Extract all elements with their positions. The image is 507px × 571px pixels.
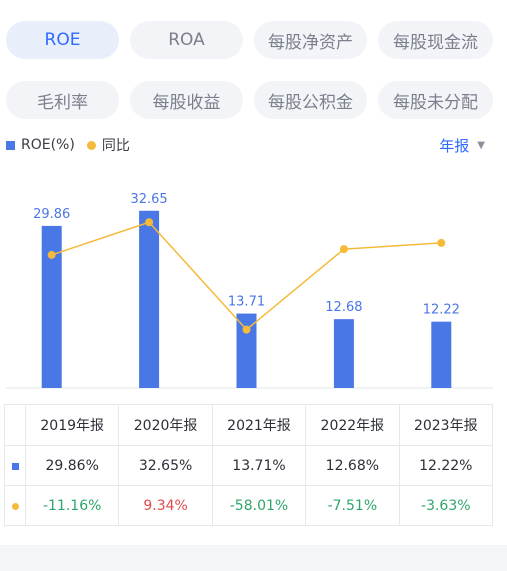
tab-gross-margin[interactable]: 毛利率 xyxy=(6,81,119,119)
table-cell-roe: 13.71% xyxy=(211,445,307,486)
table-header-2022: 2022年报 xyxy=(305,404,400,446)
table-row-roe: 29.86% 32.65% 13.71% 12.68% 12.22% xyxy=(4,445,494,486)
roe-bar xyxy=(333,319,354,388)
table-cell-roe: 12.22% xyxy=(398,445,494,486)
yoy-point xyxy=(145,218,154,227)
table-header-2021: 2021年报 xyxy=(211,404,307,446)
bar-data-label: 12.68 xyxy=(325,300,362,315)
bar-data-label: 29.86 xyxy=(33,207,70,222)
tab-eps[interactable]: 每股收益 xyxy=(130,81,243,119)
table-cell-roe: 32.65% xyxy=(118,445,213,486)
table-cell-yoy: -7.51% xyxy=(305,485,400,526)
data-table: 2019年报 2020年报 2021年报 2022年报 2023年报 29.86… xyxy=(4,404,494,526)
table-header-2019: 2019年报 xyxy=(24,404,120,446)
table-cell-yoy: -11.16% xyxy=(24,485,120,526)
roe-bar xyxy=(139,210,160,388)
bar-data-label: 12.22 xyxy=(423,303,460,318)
table-cell-roe: 12.68% xyxy=(305,445,400,486)
tab-undistributed-per-share[interactable]: 每股未分配 xyxy=(378,81,493,119)
roe-row-marker xyxy=(11,462,19,470)
tab-roa[interactable]: ROA xyxy=(130,21,243,59)
chart-legend: ROE(%) 同比 xyxy=(6,134,130,156)
table-row-yoy: -11.16% 9.34% -58.01% -7.51% -3.63% xyxy=(4,485,494,526)
bar-data-label: 32.65 xyxy=(130,192,167,207)
yoy-row-marker xyxy=(11,502,19,510)
table-header-row: 2019年报 2020年报 2021年报 2022年报 2023年报 xyxy=(4,404,494,446)
yoy-point xyxy=(437,238,446,247)
tab-cash-flow-per-share[interactable]: 每股现金流 xyxy=(378,21,493,59)
line-legend-marker xyxy=(86,140,96,150)
table-cell-yoy: 9.34% xyxy=(118,485,213,526)
caret-down-icon: ▼ xyxy=(477,139,485,151)
table-header-2020: 2020年报 xyxy=(118,404,213,446)
period-label: 年报 xyxy=(439,136,470,155)
tab-roe[interactable]: ROE xyxy=(6,21,119,59)
legend-yoy-label: 同比 xyxy=(101,138,130,154)
yoy-line xyxy=(51,221,442,331)
roe-bar xyxy=(236,313,257,388)
yoy-point xyxy=(339,245,348,254)
legend-roe-label: ROE(%) xyxy=(21,137,75,153)
table-cell-yoy: -3.63% xyxy=(398,485,494,526)
table-cell-yoy: -58.01% xyxy=(211,485,307,526)
roe-bar xyxy=(41,225,62,388)
roe-bar xyxy=(431,321,452,388)
table-cell-roe: 29.86% xyxy=(24,445,120,486)
tab-bvps[interactable]: 每股净资产 xyxy=(254,21,367,59)
yoy-point xyxy=(242,325,251,334)
bar-data-label: 13.71 xyxy=(228,295,265,310)
footer-band xyxy=(0,545,507,571)
table-header-2023: 2023年报 xyxy=(398,404,494,446)
roe-chart: 29.86 32.65 13.71 12.68 12.22 xyxy=(6,192,493,389)
tab-reserve-per-share[interactable]: 每股公积金 xyxy=(254,81,367,119)
period-selector[interactable]: 年报 ▼ xyxy=(439,134,485,156)
yoy-point xyxy=(47,250,56,259)
bar-legend-marker xyxy=(6,140,15,150)
